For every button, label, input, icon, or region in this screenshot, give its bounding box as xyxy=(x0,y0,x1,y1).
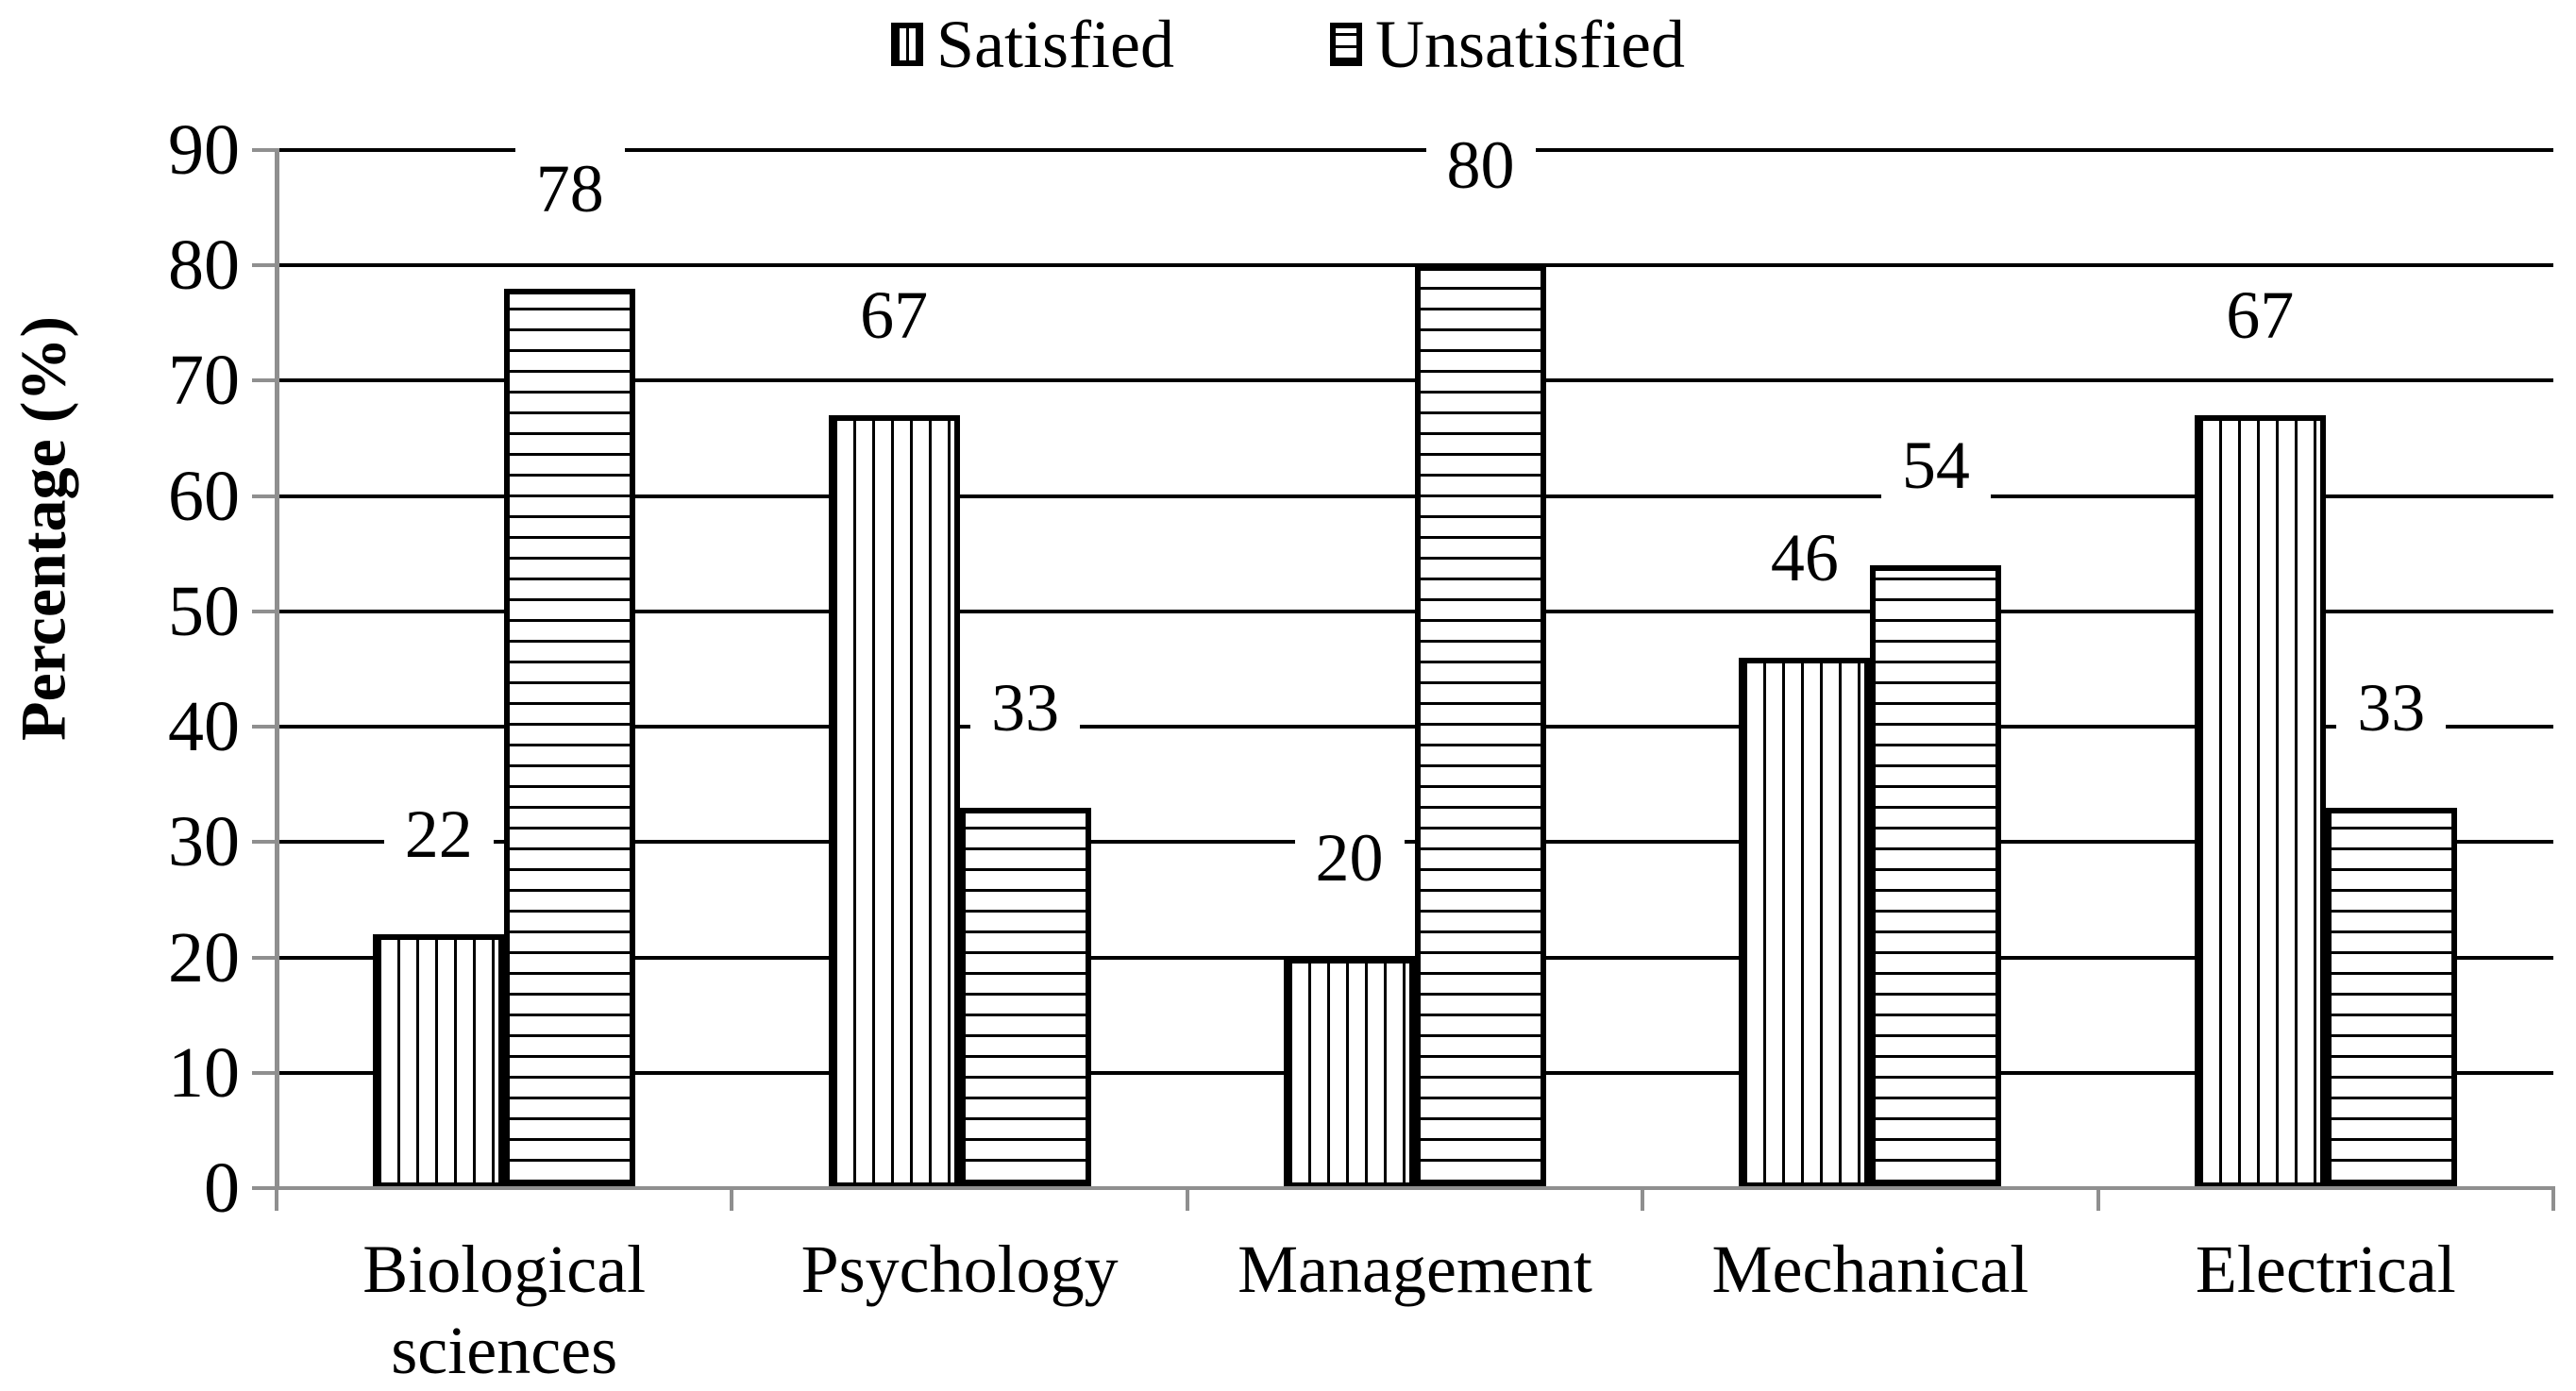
y-tick-label-60: 60 xyxy=(168,456,240,536)
bar-unsatisfied-0 xyxy=(504,288,636,1188)
chart-legend: Satisfied Unsatisfied xyxy=(0,9,2576,79)
data-label-unsatisfied-2: 80 xyxy=(1425,123,1536,209)
x-axis-line xyxy=(275,1186,2555,1190)
x-axis-label-3: Mechanical xyxy=(1711,1232,2029,1307)
y-tick-0 xyxy=(252,1186,277,1190)
y-tick-label-20: 20 xyxy=(168,917,240,997)
y-axis-line xyxy=(275,148,279,1190)
y-tick-60 xyxy=(252,494,277,498)
x-tick-2 xyxy=(1185,1188,1189,1211)
bar-unsatisfied-2 xyxy=(1415,265,1546,1188)
x-tick-1 xyxy=(730,1188,734,1211)
x-axis-label-0: Biological sciences xyxy=(362,1232,647,1388)
x-axis-label-4: Electrical xyxy=(2195,1232,2456,1307)
y-tick-label-0: 0 xyxy=(204,1148,240,1228)
bar-satisfied-2 xyxy=(1284,957,1415,1188)
data-label-satisfied-1: 67 xyxy=(839,273,950,359)
y-tick-label-70: 70 xyxy=(168,341,240,421)
bar-unsatisfied-3 xyxy=(1870,565,2002,1188)
data-label-unsatisfied-0: 78 xyxy=(514,145,625,231)
y-tick-label-80: 80 xyxy=(168,226,240,306)
x-tick-4 xyxy=(2096,1188,2100,1211)
bar-satisfied-0 xyxy=(373,934,505,1188)
data-label-unsatisfied-4: 33 xyxy=(2336,664,2447,750)
data-label-satisfied-2: 20 xyxy=(1294,814,1405,900)
legend-item-satisfied: Satisfied xyxy=(891,9,1174,79)
y-tick-label-90: 90 xyxy=(168,110,240,190)
y-tick-label-30: 30 xyxy=(168,802,240,882)
bar-unsatisfied-1 xyxy=(959,807,1091,1188)
x-tick-3 xyxy=(1641,1188,1645,1211)
y-tick-label-50: 50 xyxy=(168,571,240,651)
y-tick-10 xyxy=(252,1070,277,1075)
x-axis-label-1: Psychology xyxy=(800,1232,1119,1307)
data-label-satisfied-4: 67 xyxy=(2205,273,2315,359)
y-tick-30 xyxy=(252,840,277,845)
x-tick-5 xyxy=(2551,1188,2555,1211)
legend-item-unsatisfied: Unsatisfied xyxy=(1330,9,1685,79)
legend-label-unsatisfied: Unsatisfied xyxy=(1375,7,1685,82)
y-tick-50 xyxy=(252,609,277,613)
data-label-satisfied-0: 22 xyxy=(383,792,494,878)
y-tick-label-10: 10 xyxy=(168,1032,240,1113)
y-axis-title: Percentage (%) xyxy=(7,316,79,741)
bar-unsatisfied-4 xyxy=(2325,807,2457,1188)
bar-satisfied-3 xyxy=(1739,657,1871,1188)
y-tick-80 xyxy=(252,263,277,268)
data-label-unsatisfied-1: 33 xyxy=(970,664,1081,750)
y-tick-label-40: 40 xyxy=(168,687,240,767)
y-tick-20 xyxy=(252,955,277,960)
vertical-stripes-swatch-icon xyxy=(891,23,924,66)
x-axis-label-2: Management xyxy=(1237,1232,1592,1307)
x-tick-0 xyxy=(275,1188,278,1211)
data-label-unsatisfied-3: 54 xyxy=(1880,423,1991,508)
y-tick-90 xyxy=(252,148,277,152)
bar-satisfied-1 xyxy=(828,415,960,1188)
y-tick-40 xyxy=(252,725,277,729)
horizontal-stripes-swatch-icon xyxy=(1330,23,1363,66)
bar-satisfied-4 xyxy=(2194,415,2326,1188)
gridline-90 xyxy=(277,148,2553,152)
data-label-satisfied-3: 46 xyxy=(1749,514,1860,600)
y-tick-70 xyxy=(252,378,277,383)
legend-label-satisfied: Satisfied xyxy=(936,7,1175,82)
